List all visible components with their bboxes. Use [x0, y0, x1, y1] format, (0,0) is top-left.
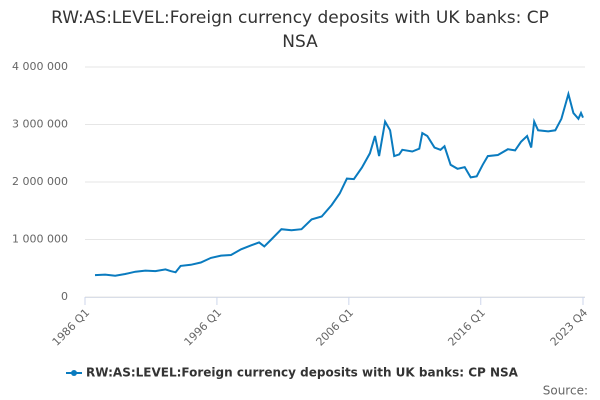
x-tick-label: 2006 Q1	[314, 306, 357, 349]
x-tick-label: 1996 Q1	[182, 306, 225, 349]
chart-title: RW:AS:LEVEL:Foreign currency deposits wi…	[51, 8, 549, 52]
y-tick-label: 0	[61, 290, 68, 303]
y-tick-label: 4 000 000	[12, 60, 68, 73]
y-tick-label: 2 000 000	[12, 175, 68, 188]
data-line	[94, 90, 584, 277]
y-tick-label: 3 000 000	[12, 118, 68, 131]
y-tick-label: 1 000 000	[12, 233, 68, 246]
x-tick-label: 2016 Q1	[445, 306, 488, 349]
legend-label: RW:AS:LEVEL:Foreign currency deposits wi…	[86, 366, 519, 380]
x-tick-label: 1986 Q1	[50, 306, 93, 349]
x-tick-label: 2023 Q4	[548, 306, 591, 349]
legend-marker	[71, 370, 77, 376]
source: Source:	[543, 384, 588, 398]
